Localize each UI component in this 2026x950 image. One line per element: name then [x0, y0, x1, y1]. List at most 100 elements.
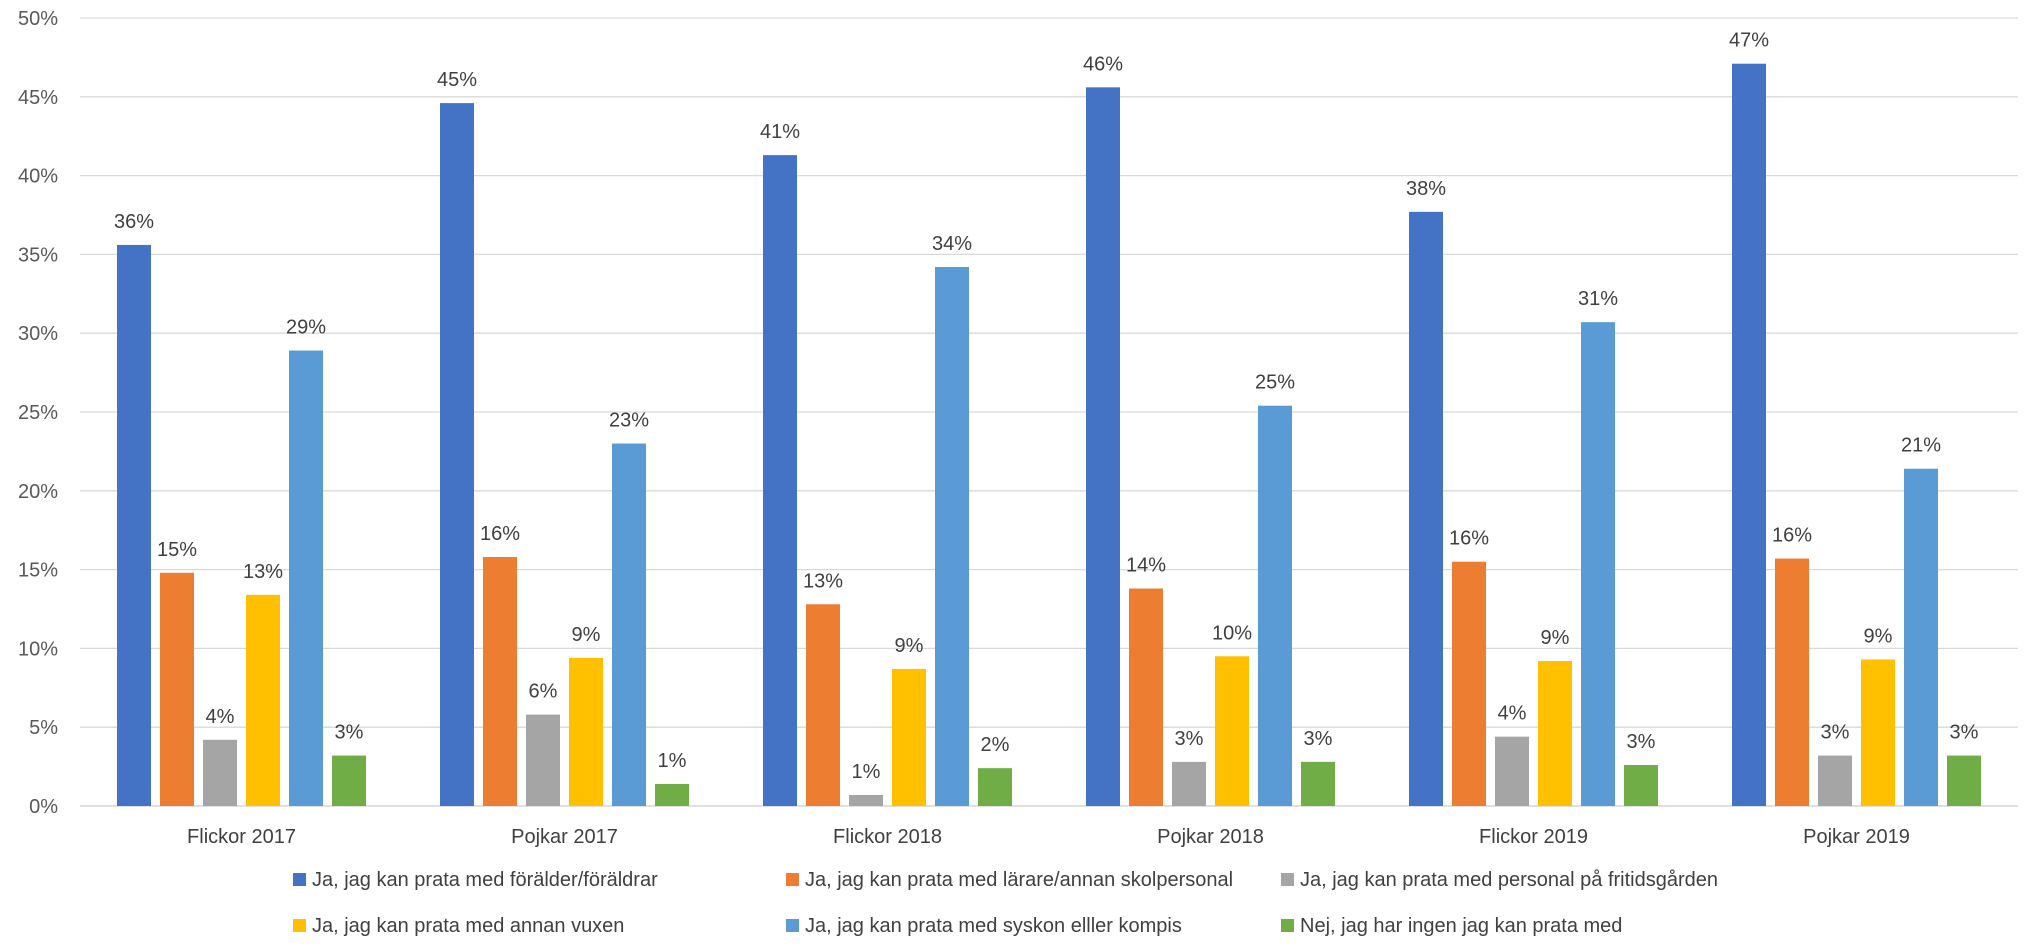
data-label: 9%: [572, 624, 601, 646]
legend-swatch: [786, 873, 799, 886]
x-category-label: Flickor 2017: [187, 826, 296, 848]
data-label: 13%: [803, 570, 843, 592]
data-label: 16%: [1772, 525, 1812, 547]
bar-2-6: [1775, 558, 1809, 806]
data-label: 10%: [1212, 622, 1252, 644]
data-label: 13%: [243, 561, 283, 583]
data-label: 38%: [1406, 178, 1446, 200]
x-category-label: Pojkar 2018: [1157, 826, 1264, 848]
data-label: 47%: [1729, 30, 1769, 52]
bar-4-2: [569, 657, 603, 806]
bar-4-6: [1861, 659, 1895, 806]
data-label: 1%: [658, 750, 687, 772]
bar-6-6: [1947, 755, 1981, 806]
data-label: 36%: [114, 211, 154, 233]
bar-1-6: [1732, 63, 1766, 807]
y-tick-label: 50%: [18, 8, 58, 30]
legend-label: Ja, jag kan prata med syskon elller komp…: [805, 915, 1182, 937]
y-tick-label: 30%: [18, 323, 58, 345]
y-tick-label: 5%: [29, 717, 58, 739]
bar-6-5: [1624, 765, 1658, 806]
legend-label: Ja, jag kan prata med förälder/föräldrar: [312, 869, 658, 891]
bar-1-4: [1086, 87, 1120, 807]
data-label: 29%: [286, 317, 326, 339]
bar-5-4: [1258, 405, 1292, 806]
data-label: 4%: [206, 706, 235, 728]
bar-4-4: [1215, 656, 1249, 806]
bar-3-6: [1818, 755, 1852, 806]
data-label: 14%: [1126, 555, 1166, 577]
legend: Ja, jag kan prata med förälder/föräldrar…: [293, 869, 1718, 937]
bar-1-1: [117, 244, 151, 807]
bar-1-5: [1409, 211, 1443, 806]
data-label: 3%: [1821, 722, 1850, 744]
bar-1-3: [763, 155, 797, 806]
data-label: 9%: [895, 635, 924, 657]
y-tick-label: 45%: [18, 87, 58, 109]
bar-3-3: [849, 794, 883, 806]
data-label: 16%: [1449, 528, 1489, 550]
bar-6-4: [1301, 761, 1335, 806]
bars: [117, 63, 1981, 807]
data-label: 2%: [981, 734, 1010, 756]
bar-4-1: [246, 594, 280, 806]
data-label: 9%: [1864, 625, 1893, 647]
data-label: 41%: [760, 121, 800, 143]
data-label: 3%: [335, 722, 364, 744]
bar-3-2: [526, 714, 560, 806]
legend-swatch: [1281, 873, 1294, 886]
data-label: 4%: [1498, 703, 1527, 725]
data-label: 46%: [1083, 53, 1123, 75]
data-label: 3%: [1304, 728, 1333, 750]
legend-swatch: [1281, 919, 1294, 932]
data-label: 45%: [437, 69, 477, 91]
legend-swatch: [293, 919, 306, 932]
y-tick-label: 35%: [18, 244, 58, 266]
y-tick-label: 0%: [29, 796, 58, 818]
data-label: 6%: [529, 681, 558, 703]
data-label: 31%: [1578, 288, 1618, 310]
legend-item-6: Nej, jag har ingen jag kan prata med: [1281, 915, 1622, 937]
x-category-label: Flickor 2018: [833, 826, 942, 848]
bar-6-2: [655, 783, 689, 806]
bar-5-3: [935, 267, 969, 806]
bar-2-5: [1452, 561, 1486, 806]
bar-6-3: [978, 768, 1012, 806]
legend-item-5: Ja, jag kan prata med syskon elller komp…: [786, 915, 1182, 937]
bar-2-1: [160, 572, 194, 806]
bar-5-6: [1904, 468, 1938, 806]
data-label: 16%: [480, 523, 520, 545]
legend-label: Ja, jag kan prata med annan vuxen: [312, 915, 624, 937]
y-tick-label: 40%: [18, 166, 58, 188]
legend-item-3: Ja, jag kan prata med personal på fritid…: [1281, 869, 1718, 891]
data-label: 21%: [1901, 435, 1941, 457]
bar-5-1: [289, 350, 323, 806]
bar-3-1: [203, 739, 237, 806]
legend-swatch: [293, 873, 306, 886]
x-category-label: Pojkar 2019: [1803, 826, 1910, 848]
legend-label: Ja, jag kan prata med personal på fritid…: [1300, 869, 1718, 891]
x-category-label: Pojkar 2017: [511, 826, 618, 848]
data-label: 15%: [157, 539, 197, 561]
x-axis-categories: Flickor 2017 Pojkar 2017 Flickor 2018 Pojka…: [187, 826, 1910, 848]
bar-3-5: [1495, 736, 1529, 806]
data-label: 9%: [1541, 627, 1570, 649]
y-tick-label: 20%: [18, 481, 58, 503]
bar-2-3: [806, 604, 840, 806]
bar-4-5: [1538, 661, 1572, 806]
bar-5-2: [612, 443, 646, 806]
legend-label: Nej, jag har ingen jag kan prata med: [1300, 915, 1622, 937]
legend-label: Ja, jag kan prata med lärare/annan skolp…: [805, 869, 1233, 891]
x-category-label: Flickor 2019: [1479, 826, 1588, 848]
bar-5-5: [1581, 322, 1615, 806]
data-label: 3%: [1627, 731, 1656, 753]
legend-swatch: [786, 919, 799, 932]
y-tick-label: 25%: [18, 402, 58, 424]
bar-6-1: [332, 755, 366, 806]
data-label: 25%: [1255, 372, 1295, 394]
bar-2-4: [1129, 588, 1163, 806]
bar-4-3: [892, 668, 926, 806]
data-label: 34%: [932, 233, 972, 255]
